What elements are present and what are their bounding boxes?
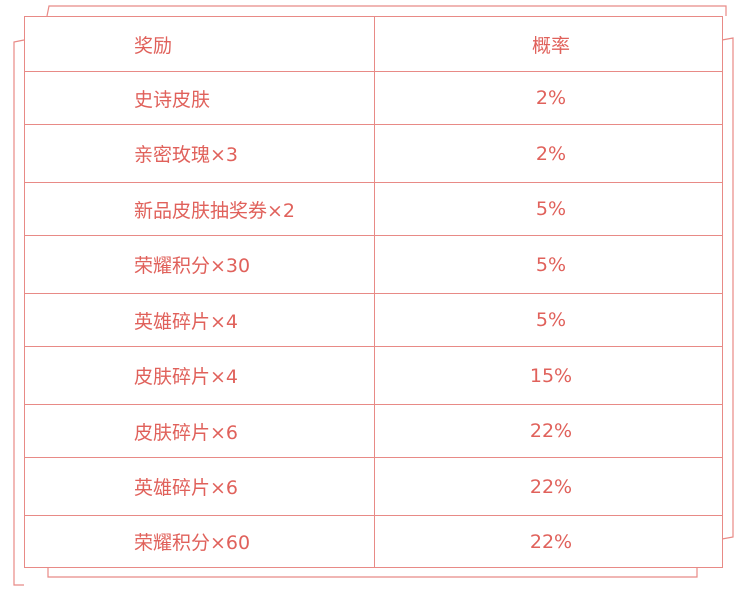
probability-cell: 22%	[374, 457, 723, 516]
table-row: 英雄碎片×4 5%	[24, 293, 723, 347]
reward-cell: 荣耀积分×60	[24, 515, 375, 568]
reward-cell: 新品皮肤抽奖券×2	[24, 182, 375, 236]
table-row: 皮肤碎片×6 22%	[24, 404, 723, 458]
probability-cell: 5%	[374, 293, 723, 347]
table-row: 荣耀积分×60 22%	[24, 515, 723, 568]
table-row: 皮肤碎片×4 15%	[24, 346, 723, 405]
reward-cell: 亲密玫瑰×3	[24, 124, 375, 183]
table-row: 新品皮肤抽奖券×2 5%	[24, 182, 723, 236]
reward-cell: 史诗皮肤	[24, 71, 375, 125]
table-row: 亲密玫瑰×3 2%	[24, 124, 723, 183]
probability-cell: 5%	[374, 235, 723, 294]
table-row: 英雄碎片×6 22%	[24, 457, 723, 516]
reward-cell: 皮肤碎片×6	[24, 404, 375, 458]
table-row: 史诗皮肤 2%	[24, 71, 723, 125]
probability-cell: 2%	[374, 124, 723, 183]
table-header-row: 奖励 概率	[24, 16, 723, 72]
probability-cell: 22%	[374, 404, 723, 458]
reward-cell: 荣耀积分×30	[24, 235, 375, 294]
probability-cell: 5%	[374, 182, 723, 236]
probability-cell: 15%	[374, 346, 723, 405]
header-reward: 奖励	[24, 16, 375, 72]
reward-cell: 英雄碎片×4	[24, 293, 375, 347]
probability-cell: 22%	[374, 515, 723, 568]
reward-cell: 皮肤碎片×4	[24, 346, 375, 405]
reward-probability-table: 奖励 概率 史诗皮肤 2% 亲密玫瑰×3 2% 新品皮肤抽奖券×2 5% 荣耀积分×30 5%…	[24, 16, 723, 568]
header-probability: 概率	[374, 16, 723, 72]
probability-cell: 2%	[374, 71, 723, 125]
table-row: 荣耀积分×30 5%	[24, 235, 723, 294]
reward-cell: 英雄碎片×6	[24, 457, 375, 516]
